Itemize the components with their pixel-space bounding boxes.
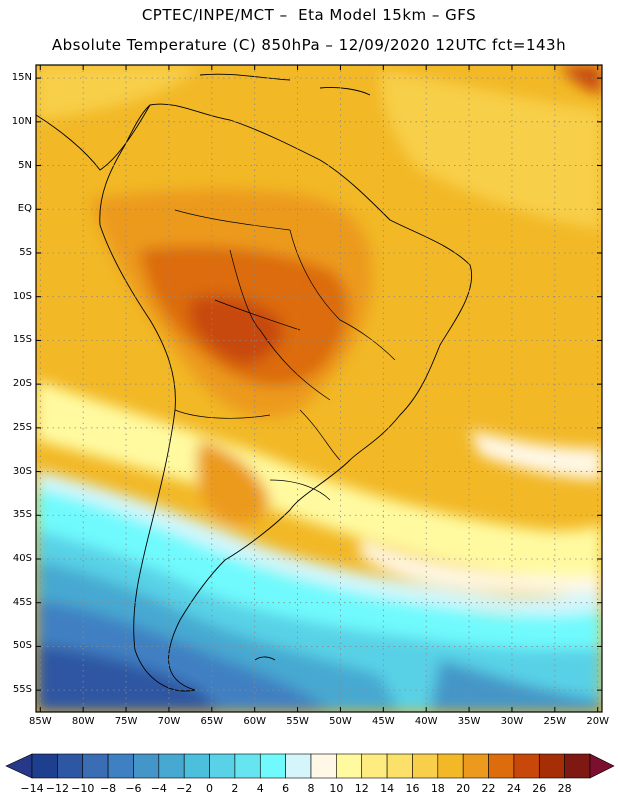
lat-label: 20S	[12, 378, 32, 390]
colorbar-tick-label: 24	[506, 782, 521, 795]
colorbar-tick-label: 0	[206, 782, 214, 795]
colorbar-swatch	[209, 753, 236, 779]
colorbar-tick-label: 2	[231, 782, 239, 795]
colorbar-tick-label: −2	[176, 782, 193, 795]
south-america-outline	[99, 103, 472, 692]
colorbar-tick-label: −14	[20, 782, 44, 795]
colorbar-swatch	[310, 753, 337, 779]
lon-label: 30W	[500, 716, 524, 727]
colorbar-swatch	[462, 753, 489, 779]
colorbar-swatch	[285, 753, 312, 779]
colorbar-under-arrow	[5, 753, 33, 779]
colorbar-swatch	[361, 753, 388, 779]
colorbar-swatch	[386, 753, 413, 779]
lat-label: 40S	[12, 552, 32, 564]
colorbar-swatch	[488, 753, 515, 779]
lat-label: 10N	[11, 115, 32, 127]
colorbar-tick-label: 4	[256, 782, 264, 795]
colorbar-tick-label: 26	[532, 782, 547, 795]
lat-label: 5S	[19, 246, 32, 258]
lon-label: 45W	[372, 716, 395, 727]
lat-label: 35S	[12, 509, 32, 521]
colorbar-tick-label: 12	[354, 782, 369, 795]
colorbar-tick-label: 14	[380, 782, 395, 795]
lon-label: 25W	[543, 716, 567, 727]
lon-label: 75W	[114, 716, 138, 727]
lat-label: 10S	[12, 290, 32, 302]
colorbar-tick-label: −6	[125, 782, 142, 795]
lat-label: 55S	[12, 684, 32, 696]
lat-label: 15S	[12, 334, 32, 346]
colorbar-swatch	[183, 753, 210, 779]
colorbar-swatch	[234, 753, 261, 779]
colorbar-tick-label: −4	[150, 782, 167, 795]
colorbar-tick-label: 18	[430, 782, 445, 795]
map-title-line1: CPTEC/INPE/MCT – Eta Model 15km – GFS	[141, 6, 477, 24]
colorbar-tick-label: −12	[45, 782, 69, 795]
colorbar-swatch	[336, 753, 363, 779]
lat-label: 25S	[12, 421, 32, 433]
map-frame	[35, 64, 603, 713]
colorbar	[5, 753, 615, 779]
central-america-outline	[36, 104, 151, 171]
lat-label: 30S	[12, 465, 32, 477]
lat-label: EQ	[17, 203, 32, 215]
coastline-outlines	[36, 73, 472, 692]
lon-label: 40W	[414, 716, 438, 727]
temperature-field	[36, 65, 602, 712]
colorbar-swatch	[31, 753, 58, 779]
falklands-islands	[254, 656, 276, 661]
colorbar-swatch	[158, 753, 185, 779]
colorbar-tick-label: 20	[456, 782, 471, 795]
lat-label: 50S	[12, 640, 32, 652]
colorbar-swatch	[57, 753, 84, 779]
colorbar-swatch	[107, 753, 134, 779]
lon-label: 60W	[243, 716, 266, 727]
map-title-line2: Absolute Temperature (C) 850hPa – 12/09/…	[51, 36, 567, 54]
colorbar-tick-label: 16	[405, 782, 420, 795]
country-borders	[174, 209, 396, 501]
lat-label: 45S	[12, 596, 32, 608]
colorbar-tick-label: 6	[282, 782, 290, 795]
colorbar-swatch	[437, 753, 464, 779]
colorbar-swatch	[538, 753, 565, 779]
graticule	[36, 65, 602, 712]
lon-label: 65W	[200, 716, 224, 727]
lat-label: 5N	[18, 159, 32, 171]
colorbar-over-arrow	[589, 753, 615, 779]
lat-label: 15N	[11, 72, 32, 84]
colorbar-tick-label: 10	[329, 782, 344, 795]
lon-label: 35W	[457, 716, 481, 727]
colorbar-swatch	[259, 753, 286, 779]
colorbar-tick-label: 28	[557, 782, 572, 795]
lon-label: 80W	[71, 716, 95, 727]
lon-label: 70W	[157, 716, 181, 727]
lon-label: 20W	[586, 716, 610, 727]
colorbar-tick-label: −8	[99, 782, 117, 795]
colorbar-swatch	[133, 753, 160, 779]
colorbar-swatch	[412, 753, 439, 779]
caribbean-islands	[199, 73, 371, 96]
colorbar-swatch	[82, 753, 109, 779]
lon-label: 55W	[286, 716, 309, 727]
lon-label: 50W	[329, 716, 352, 727]
colorbar-tick-label: −10	[71, 782, 95, 795]
colorbar-swatch	[564, 753, 591, 779]
colorbar-swatch	[513, 753, 540, 779]
axis-ticks	[36, 65, 602, 712]
colorbar-tick-label: 22	[481, 782, 496, 795]
lon-label: 85W	[28, 716, 52, 727]
colorbar-tick-label: 8	[307, 782, 315, 795]
